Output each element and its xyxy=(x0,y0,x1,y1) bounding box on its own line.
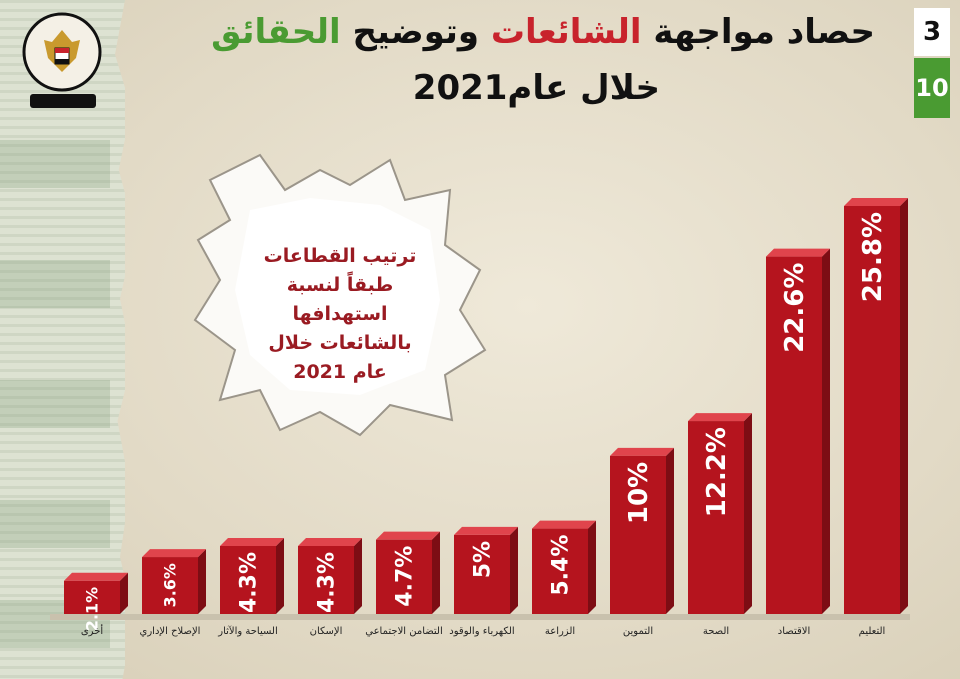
bar-value-label: 5.4% xyxy=(549,535,574,596)
bar-side xyxy=(354,538,362,614)
bar-group: 4.7% التضامن الاجتماعي xyxy=(365,531,443,637)
category-label: الإصلاح الإداري xyxy=(140,626,201,637)
bar xyxy=(454,534,510,614)
callout-line: بالشائعات خلال xyxy=(268,332,412,354)
bar-side xyxy=(510,526,518,614)
page-number-current: 3 xyxy=(914,8,950,56)
bar xyxy=(532,528,588,614)
bar-side xyxy=(666,447,674,614)
bar-group: 12.2% الصحة xyxy=(688,413,752,637)
bar xyxy=(610,455,666,614)
bar-side xyxy=(822,248,830,614)
bar-top xyxy=(220,538,284,546)
bar-group: 4.3% السياحة والآثار xyxy=(217,538,284,637)
callout-line: عام 2021 xyxy=(293,361,387,383)
bar-top xyxy=(376,531,440,540)
chart-callout: ترتيب القطاعات طبقاً لنسبة استهدافها بال… xyxy=(235,242,445,387)
category-label: الإسكان xyxy=(310,626,343,637)
bar-group: 5% الكهرباء والوقود xyxy=(449,526,518,637)
bar xyxy=(376,539,432,614)
bar-value-label: 4.3% xyxy=(237,552,262,613)
bar-value-label: 5% xyxy=(471,541,496,578)
page-subtitle: خلال عام2021 xyxy=(412,68,660,108)
bar-value-label: 4.3% xyxy=(315,552,340,613)
bar-side xyxy=(588,520,596,614)
bar-group: 25.8% التعليم xyxy=(844,198,908,637)
bar xyxy=(688,421,744,614)
category-label: السياحة والآثار xyxy=(217,625,278,637)
bar-top xyxy=(142,549,206,558)
bar xyxy=(298,546,354,614)
bar-top xyxy=(298,538,362,546)
bar xyxy=(142,557,198,614)
bar-value-label: 12.2% xyxy=(702,427,732,517)
bar-top xyxy=(610,447,674,456)
bar-top xyxy=(844,198,908,206)
bar-side xyxy=(198,549,206,614)
chart-baseline xyxy=(50,614,910,620)
category-label: التعليم xyxy=(859,626,886,637)
bar-value-label: 10% xyxy=(624,462,654,524)
bar-value-label: 2.1% xyxy=(83,587,102,631)
bar-side xyxy=(900,198,908,614)
bar-value-label: 3.6% xyxy=(161,563,180,607)
bar xyxy=(220,546,276,614)
bar-value-label: 4.7% xyxy=(393,546,418,607)
category-label: الكهرباء والوقود xyxy=(449,626,514,637)
bar-top xyxy=(454,526,518,535)
bar-group: 3.6% الإصلاح الإداري xyxy=(140,549,206,637)
bar-value-label: 25.8% xyxy=(858,212,888,302)
bar-group: 4.3% الإسكان xyxy=(298,538,362,637)
category-label: الزراعة xyxy=(545,626,575,637)
bar xyxy=(64,580,120,614)
bar-top xyxy=(64,572,128,581)
callout-line: استهدافها xyxy=(292,303,388,325)
bar-top xyxy=(766,248,830,257)
bar-group: 2.1%أخرى xyxy=(64,572,128,637)
bar-top xyxy=(532,520,596,529)
page-number-total: 10 xyxy=(914,58,950,118)
category-label: التضامن الاجتماعي xyxy=(365,626,443,637)
category-label: الصحة xyxy=(703,626,729,637)
cabinet-logo-icon xyxy=(22,12,102,108)
bar-side xyxy=(120,572,128,614)
callout-line: طبقاً لنسبة xyxy=(286,274,394,296)
bar-group: 5.4% الزراعة xyxy=(532,520,596,637)
bar-side xyxy=(744,413,752,614)
torn-paper-hole xyxy=(193,153,487,437)
bar-group: 22.6% الاقتصاد xyxy=(766,248,830,637)
callout-line: ترتيب القطاعات xyxy=(263,245,417,267)
bar-side xyxy=(276,538,284,614)
bar xyxy=(844,206,900,614)
newspaper-strip xyxy=(0,0,125,679)
bar xyxy=(766,256,822,614)
category-label: الاقتصاد xyxy=(778,626,810,637)
bar-top xyxy=(688,413,752,422)
category-label: التموين xyxy=(623,626,653,637)
bar-value-label: 22.6% xyxy=(780,263,810,353)
bar-group: 10% التموين xyxy=(610,447,674,637)
bar-side xyxy=(432,531,440,614)
page-title: حصاد مواجهة الشائعات وتوضيح الحقائق xyxy=(211,12,875,52)
category-label: أخرى xyxy=(81,624,104,637)
